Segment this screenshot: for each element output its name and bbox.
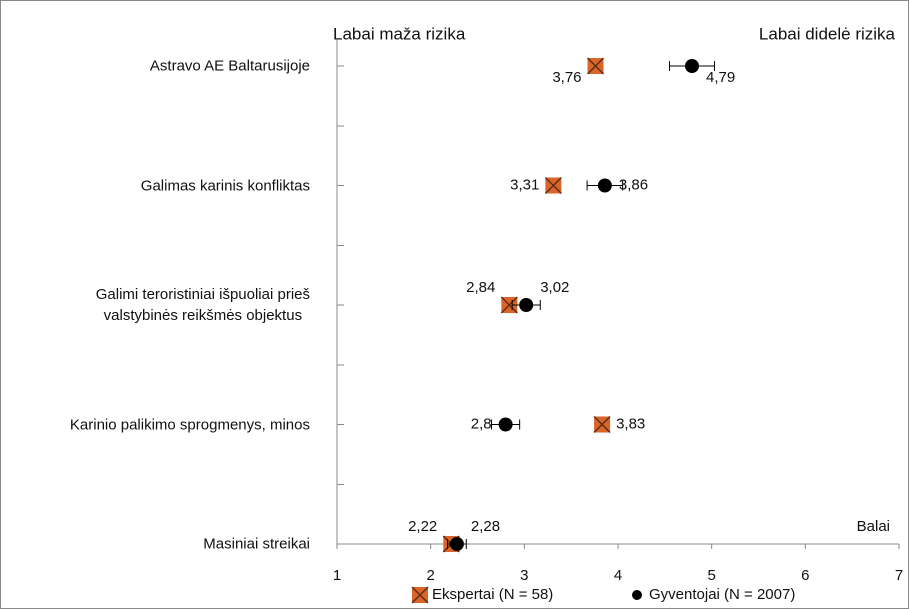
x-axis-label: Balai	[857, 518, 890, 535]
marker	[500, 296, 518, 314]
x-tick-label: 1	[333, 567, 341, 584]
x-tick-label: 3	[520, 567, 528, 584]
x-tick-label: 6	[801, 567, 809, 584]
marker	[449, 537, 464, 551]
value-label: 3,76	[552, 69, 581, 86]
value-label: 3,02	[540, 279, 569, 296]
marker	[544, 177, 562, 194]
legend-marker	[411, 586, 429, 604]
value-label: 3,83	[616, 415, 645, 432]
category-label: Galimas karinis konfliktas	[140, 177, 310, 194]
legend-marker	[632, 590, 642, 600]
value-label: 2,22	[408, 518, 437, 535]
legend-label: Gyventojai (N = 2007)	[649, 586, 795, 603]
value-label: 2,84	[466, 279, 495, 296]
marker	[587, 57, 604, 75]
x-tick-label: 2	[426, 567, 434, 584]
value-label: 2,8	[471, 415, 492, 432]
value-label: 3,31	[510, 176, 539, 193]
category-label: Astravo AE Baltarusijoje	[149, 57, 310, 75]
annotation: Labai maža rizika	[333, 24, 466, 43]
marker	[597, 178, 612, 193]
x-tick-label: 5	[707, 567, 715, 584]
category-label: Karinio palikimo sprogmenys, minos	[69, 416, 310, 433]
value-label: 4,79	[706, 69, 735, 86]
value-label: 2,28	[471, 518, 500, 535]
marker	[684, 59, 699, 73]
category-label: Masiniai streikai	[203, 535, 310, 553]
legend-label: Ekspertai (N = 58)	[432, 586, 553, 603]
marker	[519, 298, 534, 312]
annotation: Labai didelė rizika	[759, 24, 896, 43]
category-label: Galimi teroristiniai išpuoliai prieš val…	[95, 286, 310, 324]
value-label: 3,86	[619, 176, 648, 193]
marker	[498, 417, 513, 432]
marker	[593, 416, 611, 433]
x-tick-label: 7	[895, 567, 903, 584]
x-tick-label: 4	[614, 567, 622, 584]
